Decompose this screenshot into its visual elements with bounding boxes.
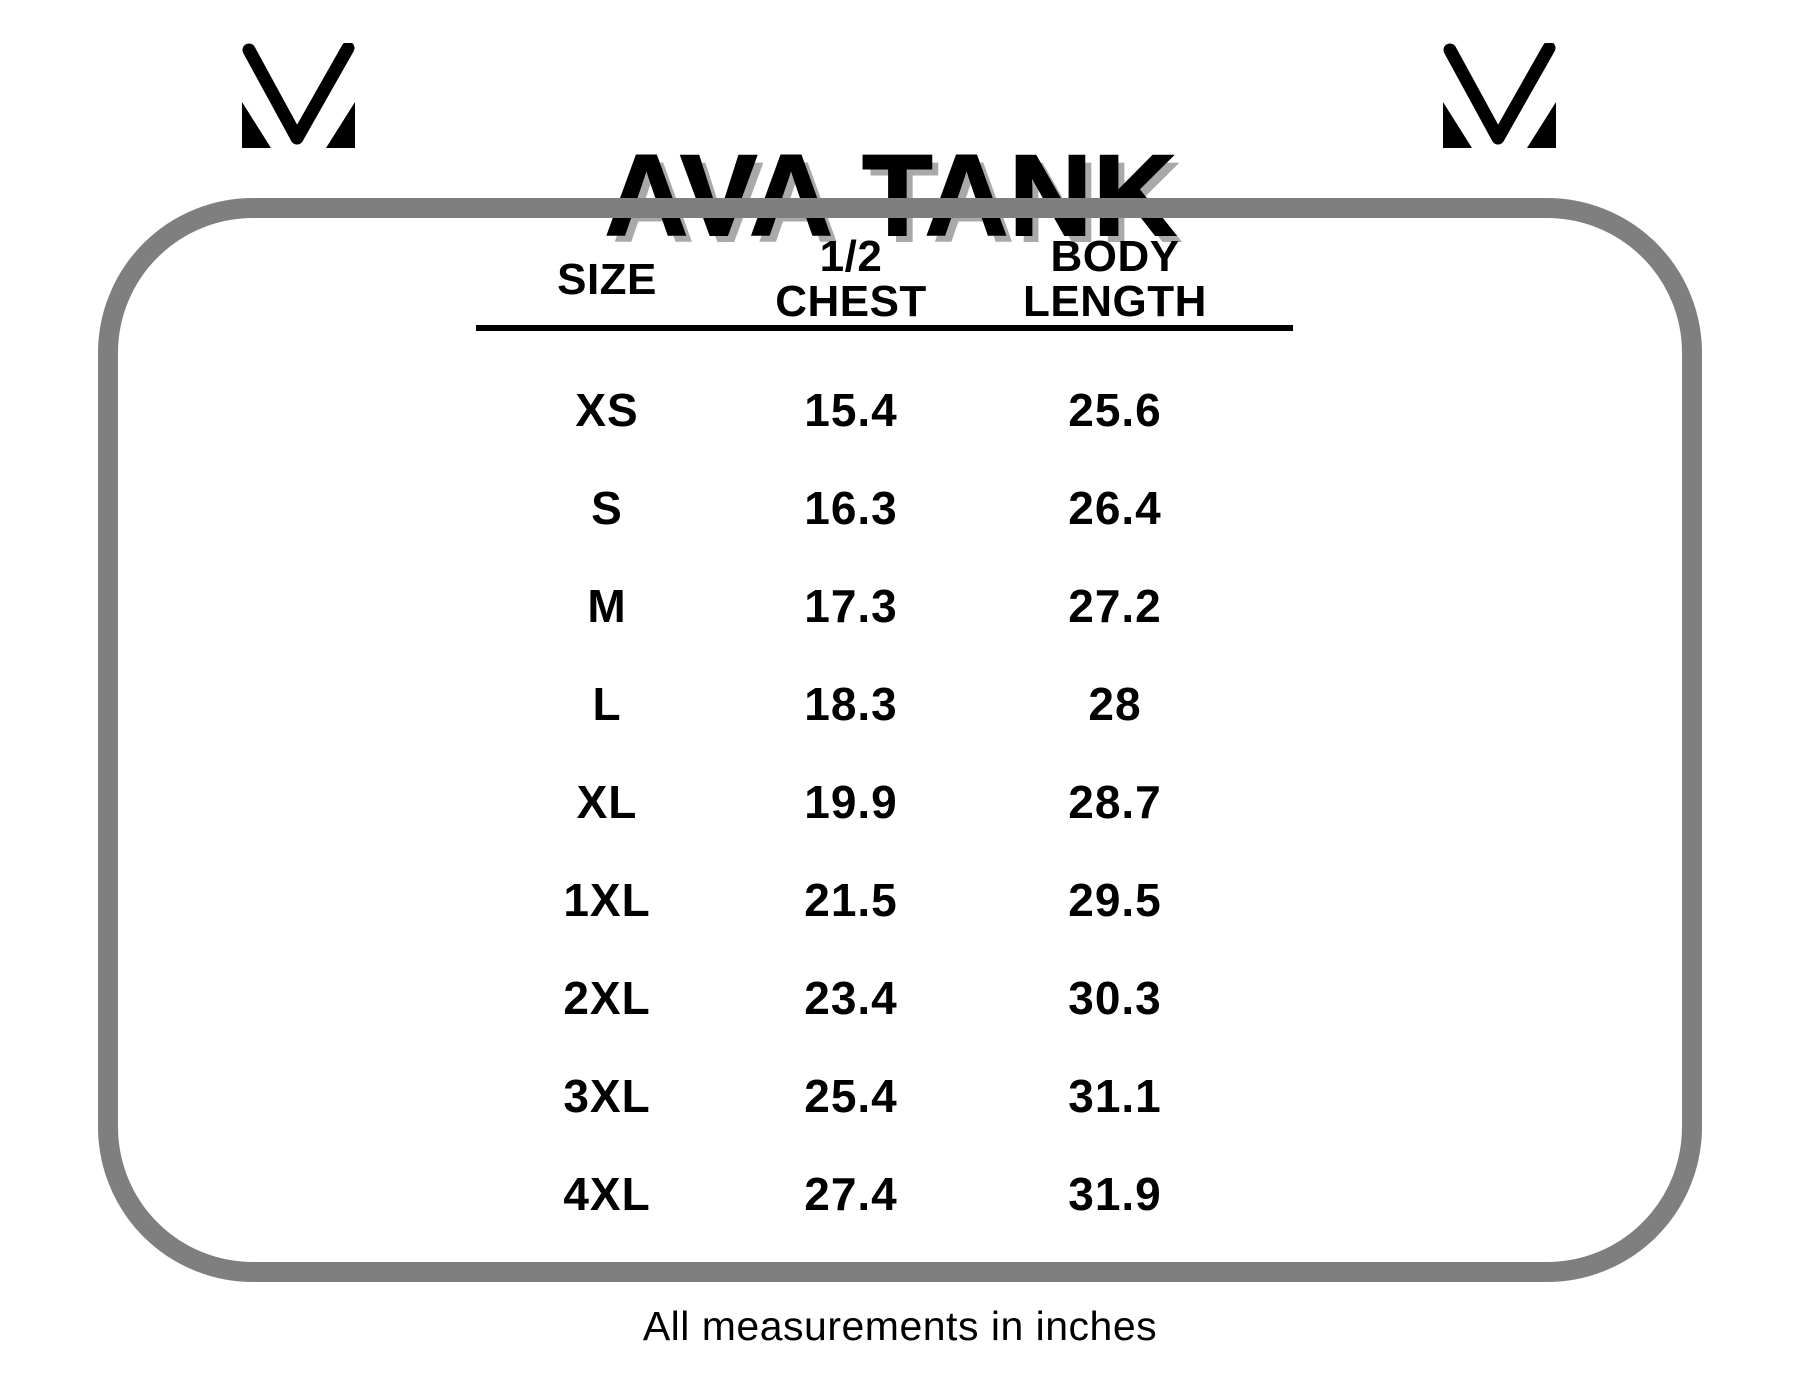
header-underline (476, 325, 1293, 331)
table-row: 1XL 21.5 29.5 (476, 870, 1266, 930)
half-chest-cell: 15.4 (804, 384, 898, 436)
body-length-cell: 28 (1088, 678, 1142, 730)
body-length-cell: 31.9 (1068, 1168, 1162, 1220)
column-header-body-length: BODY LENGTH (1023, 232, 1207, 326)
mv-monogram-icon (1443, 41, 1556, 148)
body-length-cell: 29.5 (1068, 874, 1162, 926)
table-row: M 17.3 27.2 (476, 576, 1266, 636)
column-header-size: SIZE (557, 254, 657, 304)
table-row: 2XL 23.4 30.3 (476, 968, 1266, 1028)
table-row: S 16.3 26.4 (476, 478, 1266, 538)
size-cell: 2XL (563, 972, 651, 1024)
body-length-cell: 31.1 (1068, 1070, 1162, 1122)
size-cell: 1XL (563, 874, 651, 926)
chart-frame-border (98, 198, 1702, 1282)
size-cell: M (587, 580, 627, 632)
table-header-row: SIZE 1/2 CHEST BODY LENGTH (476, 233, 1266, 325)
size-cell: L (592, 678, 622, 730)
half-chest-cell: 23.4 (804, 972, 898, 1024)
half-chest-cell: 16.3 (804, 482, 898, 534)
body-length-cell: 27.2 (1068, 580, 1162, 632)
measurements-note: All measurements in inches (642, 1303, 1158, 1349)
size-cell: XL (576, 776, 638, 828)
size-cell: XS (575, 384, 639, 436)
brand-logo-left (242, 41, 355, 148)
body-length-cell: 25.6 (1068, 384, 1162, 436)
table-row: 3XL 25.4 31.1 (476, 1066, 1266, 1126)
size-cell: 4XL (563, 1168, 651, 1220)
table-row: XS 15.4 25.6 (476, 380, 1266, 440)
half-chest-cell: 25.4 (804, 1070, 898, 1122)
body-length-cell: 26.4 (1068, 482, 1162, 534)
column-header-half-chest: 1/2 CHEST (775, 232, 927, 326)
body-length-cell: 30.3 (1068, 972, 1162, 1024)
page-title: AVA TANK (604, 131, 1178, 261)
table-row: XL 19.9 28.7 (476, 772, 1266, 832)
body-length-cell: 28.7 (1068, 776, 1162, 828)
table-row: L 18.3 28 (476, 674, 1266, 734)
table-row: 4XL 27.4 31.9 (476, 1164, 1266, 1224)
half-chest-cell: 17.3 (804, 580, 898, 632)
half-chest-cell: 21.5 (804, 874, 898, 926)
brand-logo-right (1443, 41, 1556, 148)
half-chest-cell: 18.3 (804, 678, 898, 730)
size-cell: 3XL (563, 1070, 651, 1122)
mv-monogram-icon (242, 41, 355, 148)
half-chest-cell: 19.9 (804, 776, 898, 828)
size-cell: S (591, 482, 623, 534)
half-chest-cell: 27.4 (804, 1168, 898, 1220)
